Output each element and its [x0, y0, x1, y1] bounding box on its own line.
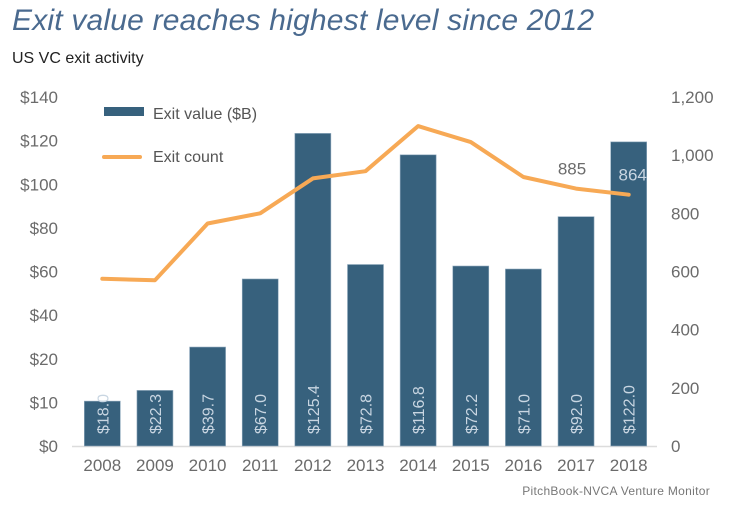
bar-exit-value-2011 [241, 278, 279, 447]
left-tick-label: $40 [30, 306, 58, 325]
left-tick-label: $120 [20, 132, 58, 151]
bar-series [84, 133, 647, 447]
bar-data-label: $72.8 [359, 394, 376, 434]
x-tick-label: 2011 [242, 456, 279, 475]
x-tick-label: 2009 [136, 456, 174, 475]
chart-title: Exit value reaches highest level since 2… [12, 4, 595, 37]
right-tick-label: 0 [671, 437, 680, 456]
x-axis: 2008 2009 2010 2011 2012 2013 2014 2015 2016 2017… [83, 456, 647, 475]
bar-data-label: $92.0 [569, 394, 586, 434]
legend: Exit value ($B) Exit count [102, 106, 257, 166]
x-tick-label: 2018 [610, 456, 648, 475]
legend-label-exit-count: Exit count [153, 149, 224, 166]
right-tick-label: 200 [671, 379, 699, 398]
x-tick-label: 2012 [294, 456, 332, 475]
bar-data-label: $125.4 [306, 385, 323, 434]
chart-subtitle: US VC exit activity [12, 50, 144, 67]
bar-labels: $18.0 $22.3 $39.7 $67.0 $125.4 $72.8 $116.8 $72… [95, 385, 638, 434]
x-tick-label: 2014 [399, 456, 437, 475]
left-tick-label: $20 [30, 350, 58, 369]
x-tick-label: 2008 [83, 456, 121, 475]
x-tick-label: 2016 [504, 456, 542, 475]
bar-exit-value-2015 [452, 265, 490, 447]
right-tick-label: 600 [671, 263, 699, 282]
left-axis: $0 $10 $20 $40 $60 $80 $100 $120 $140 [20, 88, 58, 456]
left-tick-label: $10 [30, 393, 58, 412]
right-tick-label: 1,200 [671, 88, 714, 107]
x-tick-label: 2015 [452, 456, 490, 475]
line-data-label: 885 [558, 160, 586, 179]
source-note: PitchBook-NVCA Venture Monitor [522, 484, 710, 498]
bar-exit-value-2014 [399, 154, 437, 447]
bar-data-label: $71.0 [516, 394, 533, 434]
bar-data-label: $122.0 [622, 385, 639, 434]
x-tick-label: 2013 [347, 456, 385, 475]
bar-data-label: $116.8 [411, 386, 428, 434]
left-tick-label: $100 [20, 175, 58, 194]
right-axis: 0 200 400 600 800 1,000 1,200 [671, 88, 714, 456]
bar-data-label: $72.2 [464, 394, 481, 434]
right-tick-label: 400 [671, 321, 699, 340]
bar-data-label: $67.0 [253, 394, 270, 434]
x-tick-label: 2017 [557, 456, 595, 475]
legend-swatch-exit-value [104, 107, 144, 116]
legend-label-exit-value: Exit value ($B) [153, 106, 257, 123]
bar-data-label: $22.3 [148, 394, 165, 434]
line-labels: 885 864 [102, 125, 647, 281]
right-tick-label: 1,000 [671, 146, 714, 165]
x-tick-label: 2010 [189, 456, 227, 475]
bar-data-label: $39.7 [201, 394, 218, 434]
right-tick-label: 800 [671, 204, 699, 223]
bar-exit-value-2008 [84, 400, 121, 447]
bar-exit-value-2016 [505, 268, 542, 447]
bar-exit-value-2017 [557, 216, 595, 447]
left-tick-label: $60 [30, 263, 58, 282]
bar-exit-value-2010 [189, 346, 226, 447]
line-data-label: 864 [618, 166, 646, 185]
bar-exit-value-2013 [347, 264, 384, 447]
left-tick-label: $140 [20, 88, 58, 107]
left-tick-label: $80 [30, 219, 58, 238]
bar-data-label: $18.0 [95, 394, 112, 434]
bar-exit-value-2009 [136, 390, 174, 447]
left-tick-label: $0 [39, 437, 58, 456]
